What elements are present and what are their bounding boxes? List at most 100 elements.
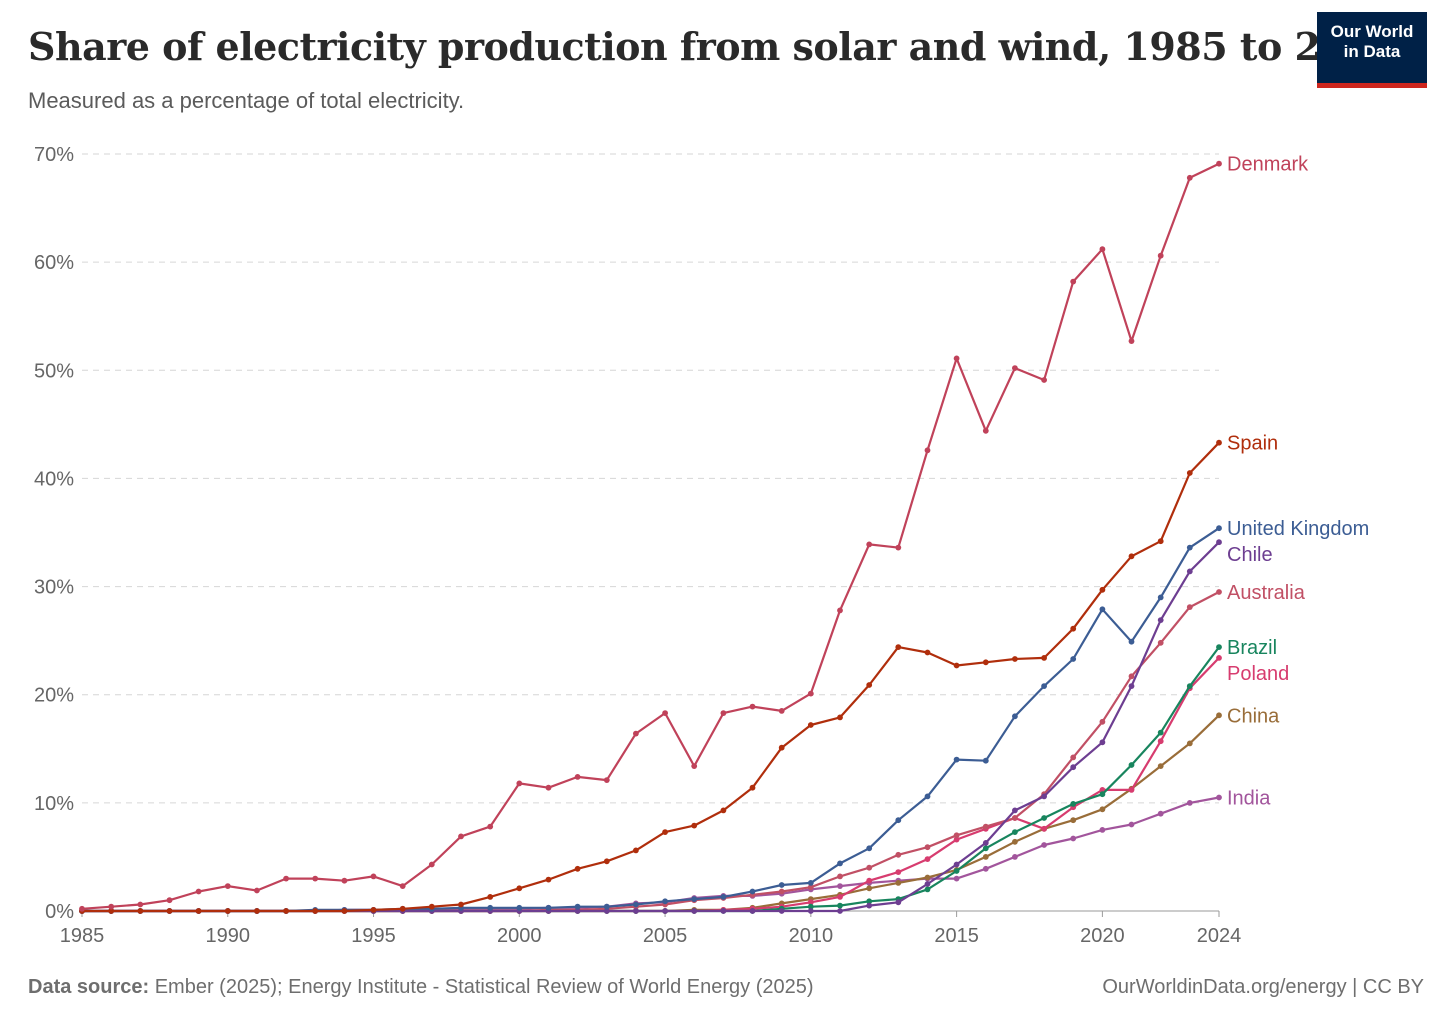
y-tick-label: 50% (34, 360, 74, 382)
y-axis: 0% 10% 20% 30% 40% 50% 60% 70% (34, 144, 74, 923)
data-point (837, 883, 843, 889)
series-label-united-kingdom: United Kingdom (1227, 518, 1369, 540)
data-point (837, 873, 843, 880)
data-point (399, 883, 406, 889)
data-point (778, 708, 785, 714)
data-point (603, 903, 610, 910)
data-point (720, 807, 727, 814)
data-source-text[interactable]: Ember (2025); Energy Institute - Statist… (154, 976, 814, 998)
line-chart: 0% 10% 20% 30% 40% 50% 60% 70% 1985 1990 1995 2000… (34, 144, 1369, 947)
data-point (1128, 338, 1135, 344)
data-point (1041, 842, 1047, 848)
data-point (1157, 617, 1164, 623)
data-point (807, 884, 814, 891)
data-point (1099, 739, 1106, 746)
series-label-chile: Chile (1227, 544, 1273, 566)
data-point (924, 886, 931, 893)
data-point (545, 876, 552, 883)
series-line (82, 646, 1220, 913)
data-point (1157, 810, 1164, 817)
data-point (953, 875, 960, 882)
x-tick-label: 2000 (497, 925, 542, 947)
data-point (837, 860, 843, 867)
y-tick-label: 0% (45, 901, 74, 923)
credit-link[interactable]: OurWorldinData.org/energy | CC BY (1102, 976, 1424, 998)
data-point (1099, 791, 1106, 798)
data-point (866, 864, 873, 871)
x-tick-label: 1990 (206, 925, 251, 947)
data-point (1216, 160, 1222, 167)
data-point (79, 905, 85, 912)
data-point (137, 901, 144, 908)
data-point (312, 908, 319, 914)
data-point (1128, 821, 1135, 828)
data-point (1041, 377, 1047, 383)
data-point (953, 355, 960, 362)
data-point (1070, 801, 1077, 807)
data-point (1186, 740, 1193, 747)
data-point (866, 682, 873, 688)
x-tick-label: 2010 (789, 925, 834, 947)
series-china (79, 712, 1222, 914)
data-point (1012, 807, 1018, 814)
series-label-poland: Poland (1227, 663, 1289, 685)
data-point (1012, 815, 1018, 821)
data-point (1186, 544, 1193, 551)
data-point (633, 847, 639, 854)
owid-logo[interactable]: Our World in Data (1317, 12, 1427, 88)
data-point (807, 722, 814, 728)
series-brazil (79, 644, 1222, 914)
data-point (1012, 713, 1018, 720)
data-point (1070, 817, 1077, 824)
data-point (924, 447, 931, 454)
data-point (662, 898, 668, 905)
data-point (749, 784, 756, 791)
data-point (574, 865, 581, 872)
data-point (895, 869, 902, 875)
data-point (807, 690, 814, 697)
data-point (487, 823, 494, 830)
series-line (82, 796, 1220, 913)
data-point (953, 868, 960, 874)
data-point (749, 908, 756, 914)
data-point (516, 780, 523, 787)
data-point (691, 896, 698, 902)
data-point (1186, 683, 1193, 689)
logo-line-2: in Data (1343, 42, 1401, 61)
y-tick-label: 20% (34, 685, 74, 707)
data-point (1128, 673, 1135, 680)
data-point (224, 883, 231, 889)
series-label-denmark: Denmark (1227, 154, 1309, 176)
data-point (108, 903, 115, 910)
data-point (487, 894, 494, 900)
data-point (837, 902, 843, 909)
data-point (720, 710, 727, 716)
data-point (982, 854, 989, 860)
data-point (895, 899, 902, 906)
data-point (837, 607, 843, 614)
data-point (254, 908, 260, 914)
data-point (370, 907, 377, 913)
data-point (312, 875, 319, 882)
data-point (895, 851, 902, 858)
data-point (1041, 683, 1047, 689)
data-point (1157, 763, 1164, 769)
data-point (1041, 825, 1047, 832)
data-point (516, 885, 523, 892)
data-point (1186, 604, 1193, 610)
data-point (778, 908, 785, 914)
x-tick-label: 2024 (1197, 925, 1242, 947)
data-point (1128, 553, 1135, 560)
x-tick-label: 1985 (60, 925, 105, 947)
data-point (1041, 655, 1047, 661)
data-point (778, 888, 785, 895)
data-point (1186, 800, 1193, 806)
series-chile (79, 539, 1222, 914)
series-india (79, 794, 1222, 914)
series-denmark (79, 160, 1222, 912)
data-point (662, 829, 668, 835)
data-point (924, 649, 931, 656)
data-point (1070, 754, 1077, 761)
series-line (82, 657, 1220, 913)
data-point (895, 644, 902, 650)
